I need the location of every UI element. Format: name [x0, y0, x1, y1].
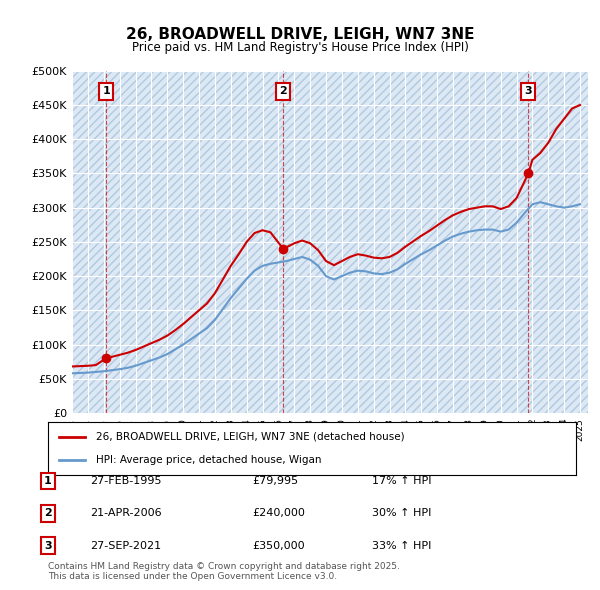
Text: 1: 1: [44, 476, 52, 486]
Text: 3: 3: [524, 86, 532, 96]
Text: 30% ↑ HPI: 30% ↑ HPI: [372, 509, 431, 518]
Text: 33% ↑ HPI: 33% ↑ HPI: [372, 541, 431, 550]
Text: HPI: Average price, detached house, Wigan: HPI: Average price, detached house, Wiga…: [95, 455, 321, 465]
Text: 2: 2: [44, 509, 52, 518]
Text: 27-SEP-2021: 27-SEP-2021: [90, 541, 161, 550]
Text: 2: 2: [279, 86, 287, 96]
Text: 27-FEB-1995: 27-FEB-1995: [90, 476, 161, 486]
Text: 3: 3: [44, 541, 52, 550]
Text: 26, BROADWELL DRIVE, LEIGH, WN7 3NE: 26, BROADWELL DRIVE, LEIGH, WN7 3NE: [126, 27, 474, 41]
Text: 21-APR-2006: 21-APR-2006: [90, 509, 161, 518]
Text: Price paid vs. HM Land Registry's House Price Index (HPI): Price paid vs. HM Land Registry's House …: [131, 41, 469, 54]
Text: 1: 1: [102, 86, 110, 96]
Text: £240,000: £240,000: [252, 509, 305, 518]
Text: 17% ↑ HPI: 17% ↑ HPI: [372, 476, 431, 486]
FancyBboxPatch shape: [72, 71, 588, 413]
Text: Contains HM Land Registry data © Crown copyright and database right 2025.
This d: Contains HM Land Registry data © Crown c…: [48, 562, 400, 581]
Text: 26, BROADWELL DRIVE, LEIGH, WN7 3NE (detached house): 26, BROADWELL DRIVE, LEIGH, WN7 3NE (det…: [95, 432, 404, 442]
Text: £350,000: £350,000: [252, 541, 305, 550]
Text: £79,995: £79,995: [252, 476, 298, 486]
